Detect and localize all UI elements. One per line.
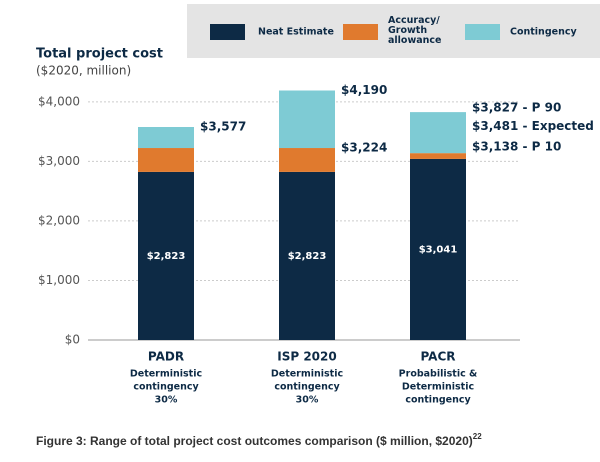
annotation: $3,481 - Expected <box>472 119 594 133</box>
legend-box <box>187 4 600 58</box>
legend-label-line: allowance <box>388 35 441 46</box>
bar-segment <box>410 153 466 159</box>
bar-segment <box>279 90 335 149</box>
bar-segment <box>138 148 194 172</box>
legend-label-line: Growth <box>388 25 427 36</box>
legend-swatch <box>210 24 245 40</box>
legend-swatch <box>465 24 500 40</box>
legend-swatch <box>343 24 378 40</box>
x-tick-label: PACR <box>420 350 455 364</box>
annotation: $4,190 <box>341 83 387 97</box>
chart-title: Total project cost <box>36 47 163 62</box>
category-note: 30% <box>296 395 319 406</box>
caption-text: Figure 3: Range of total project cost ou… <box>36 434 473 448</box>
caption-ref: 22 <box>473 432 482 441</box>
legend-label: Accuracy/Growth allowance <box>388 15 441 46</box>
category-note: contingency <box>133 382 199 393</box>
x-tick-label: ISP 2020 <box>277 350 336 364</box>
caption: Figure 3: Range of total project cost ou… <box>36 432 482 448</box>
bar-segment <box>279 148 335 172</box>
annotation: $3,138 - P 10 <box>472 140 561 154</box>
category-note: Probabilistic & <box>399 369 478 380</box>
bar-segment <box>138 127 194 149</box>
bar-segment <box>279 171 335 340</box>
y-tick-label: $0 <box>65 333 80 347</box>
bar-segment <box>410 158 466 340</box>
bar-value-label: $2,823 <box>288 251 327 262</box>
category-note: Deterministic <box>271 369 343 380</box>
bar-value-label: $2,823 <box>147 251 186 262</box>
annotation: $3,224 <box>341 141 387 155</box>
bar-segment <box>138 171 194 340</box>
chart-subtitle: ($2020, million) <box>36 64 131 78</box>
category-note: contingency <box>405 395 471 406</box>
y-tick-label: $3,000 <box>38 154 80 168</box>
annotation: $3,577 <box>200 120 246 134</box>
y-tick-label: $4,000 <box>38 94 80 108</box>
bar-value-label: $3,041 <box>419 244 458 255</box>
bar-segment <box>410 112 466 154</box>
y-tick-label: $1,000 <box>38 273 80 287</box>
legend-label-line: Accuracy/ <box>388 15 440 26</box>
legend-label: Neat Estimate <box>258 27 334 38</box>
annotation: $3,827 - P 90 <box>472 101 561 115</box>
y-tick-label: $2,000 <box>38 213 80 227</box>
legend-label: Contingency <box>510 27 577 38</box>
category-note: Deterministic <box>130 369 202 380</box>
category-note: 30% <box>155 395 178 406</box>
category-note: contingency <box>274 382 340 393</box>
category-note: Deterministic <box>402 382 474 393</box>
x-tick-label: PADR <box>148 350 184 364</box>
